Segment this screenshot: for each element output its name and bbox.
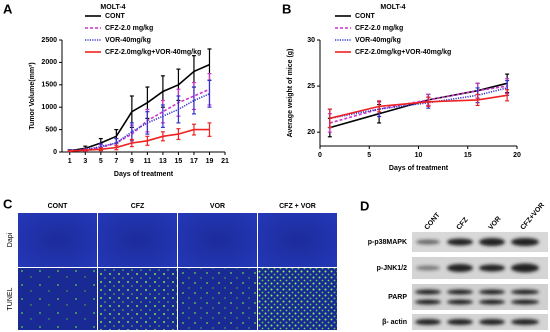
x-tick-label: 20 [513, 152, 521, 159]
column-label: CONT [424, 211, 443, 231]
column-label: CFZ+VOR [520, 202, 546, 232]
column-label: VOR [488, 215, 503, 231]
legend-label: CFZ-2.0 mg/kg [355, 25, 403, 32]
column-label: CFZ [456, 216, 471, 231]
y-tick-label: 20 [307, 129, 315, 136]
legend-label: CONT [105, 13, 126, 20]
x-axis-label: Days of treatment [114, 171, 174, 178]
panel-label: D [360, 198, 369, 213]
micrographs [18, 213, 337, 330]
x-tick-label: 19 [206, 158, 214, 165]
x-tick-label: 1 [68, 158, 72, 165]
tunel-signal [178, 268, 257, 330]
x-tick-label: 7 [114, 158, 118, 165]
row-label: TUNEL [7, 287, 14, 310]
y-tick-label: 0 [53, 149, 57, 156]
tunel-signal [258, 268, 337, 330]
row-label: Dapi [7, 232, 14, 247]
y-tick-label: 2000 [41, 59, 57, 66]
x-tick-label: 5 [99, 158, 103, 165]
series-line [329, 94, 508, 120]
panel-label: A [3, 1, 13, 16]
tunel-signal [18, 268, 97, 330]
legend-label: VOR-40mg/kg [355, 37, 401, 44]
series-line [329, 82, 508, 129]
y-axis-label: Average weight of mice (g) [287, 49, 294, 138]
legend-label: CFZ-2.0mg/kg+VOR-40mg/kg [355, 49, 451, 56]
x-tick-label: 10 [415, 152, 423, 159]
x-tick-label: 17 [190, 158, 198, 165]
x-tick-label: 11 [144, 158, 152, 165]
chart-title: MOLT-4 [100, 4, 125, 11]
x-tick-label: 13 [159, 158, 167, 165]
series-line [69, 128, 210, 152]
legend-label: CFZ-2.0mg/kg+VOR-40mg/kg [105, 49, 201, 56]
tunel-signal [98, 268, 177, 330]
dapi-image [258, 213, 337, 267]
x-axis-label: Days of treatment [389, 165, 449, 172]
bands [415, 238, 539, 325]
row-label: β- actin [382, 319, 407, 326]
x-tick-label: 0 [318, 152, 322, 159]
legend-label: CFZ-2.0 mg/kg [105, 25, 153, 32]
x-tick-label: 3 [83, 158, 87, 165]
micrograph-labels: CONT CFZ VOR CFZ + VOR Dapi TUNEL [7, 203, 316, 311]
y-tick-label: 2500 [41, 37, 57, 44]
y-tick-label: 1500 [41, 82, 57, 89]
legend-label: CONT [355, 13, 376, 20]
blot-strip [412, 284, 548, 310]
y-axis-label: Tumor Volume(mm³) [29, 62, 36, 129]
chart-title: MOLT-4 [380, 4, 405, 11]
column-label: CFZ + VOR [279, 203, 316, 210]
dapi-image [178, 213, 257, 267]
series-line [69, 93, 210, 152]
y-tick-label: 1000 [41, 104, 57, 111]
y-tick-label: 500 [45, 126, 57, 133]
y-tick-label: 30 [307, 37, 315, 44]
x-tick-label: 9 [130, 158, 134, 165]
row-label: PARP [388, 294, 407, 301]
column-label: CFZ [131, 203, 145, 210]
dapi-image [18, 213, 97, 267]
x-tick-label: 15 [175, 158, 183, 165]
panel-label: C [3, 196, 13, 211]
panel-label: B [282, 1, 291, 16]
series-line [69, 63, 210, 152]
x-tick-label: 5 [367, 152, 371, 159]
blots [412, 232, 548, 330]
dapi-image [98, 213, 177, 267]
x-tick-label: 15 [464, 152, 472, 159]
legend-label: VOR-40mg/kg [105, 37, 151, 44]
column-label: VOR [210, 203, 225, 210]
row-label: p-JNK1/2 [377, 265, 407, 272]
row-label: p-p38MAPK [368, 239, 407, 246]
column-label: CONT [48, 203, 69, 210]
x-tick-label: 21 [221, 158, 229, 165]
y-tick-label: 25 [307, 83, 315, 90]
